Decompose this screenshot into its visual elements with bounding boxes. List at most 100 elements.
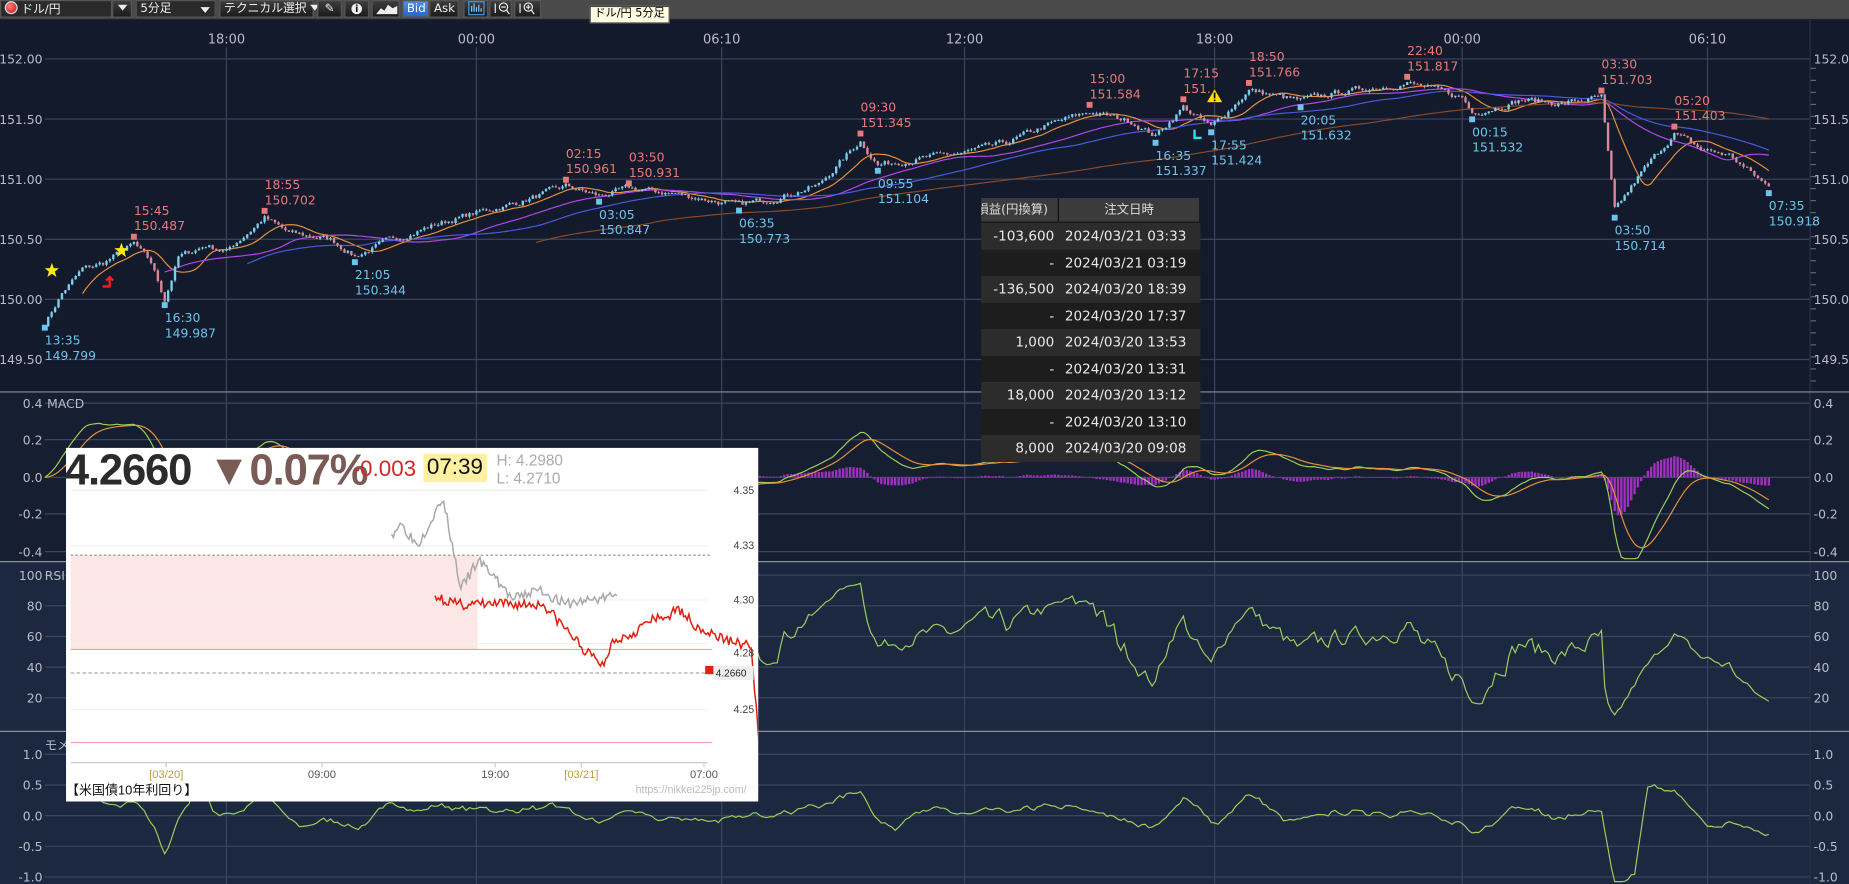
candle [1275,93,1278,95]
macd-histogram-bar [907,477,911,485]
candle [1095,113,1098,116]
macd-histogram-bar [1361,476,1364,478]
candle [50,312,53,317]
column-header-pnl[interactable]: 損益(円換算) [981,198,1059,222]
table-row[interactable]: -2024/03/20 17:37 [981,302,1201,329]
symbol-select[interactable]: ドル/円 [0,0,113,18]
candle [684,194,687,195]
macd-histogram-bar [1112,477,1116,481]
candle [67,284,70,291]
candle [977,146,980,149]
macd-histogram-bar [1616,477,1620,516]
macd-histogram-bar [1640,477,1643,482]
candle [911,163,914,165]
info-button[interactable]: i [344,0,370,18]
candle [1005,141,1008,145]
candle [91,266,94,268]
candle [521,200,524,206]
candle [57,299,60,308]
macd-histogram-bar [817,472,821,478]
table-row[interactable]: 1,000 2024/03/20 13:53 [981,328,1201,356]
candle [670,192,674,194]
candle [1289,96,1292,98]
table-row[interactable]: 8,000 2024/03/20 09:08 [981,434,1201,462]
momentum-axis-label-right: -0.5 [1814,840,1838,854]
macd-histogram-bar [1344,477,1347,479]
candle [734,200,737,202]
source-link[interactable]: https://nikkei225jp.com/ [635,783,747,796]
inset-current-label: 4.2660 [716,669,747,680]
high-time-label: 03:30 [1601,58,1637,72]
candle [883,161,886,165]
candle [1223,116,1227,119]
bar-chart-button[interactable] [463,0,489,18]
table-row[interactable]: -2024/03/21 03:19 [981,249,1201,276]
macd-histogram-bar [1220,477,1223,479]
candle [963,151,966,153]
high-time-label: 15:45 [134,204,170,218]
candle [1126,118,1129,123]
candle [1412,82,1416,84]
candle [350,250,353,256]
table-row[interactable]: -136,500 2024/03/20 18:39 [981,275,1201,303]
candle [1756,175,1760,179]
candle [1767,183,1770,187]
macd-histogram-bar [1633,477,1636,495]
macd-histogram-bar [1388,477,1392,479]
macd-histogram-bar [1164,477,1168,481]
macd-histogram-bar [789,474,793,478]
table-row[interactable]: -2024/03/20 13:31 [981,355,1201,382]
low-marker [41,324,48,331]
candle [1340,93,1344,95]
candle [391,236,395,238]
candle [900,165,904,167]
macd-histogram-bar [1610,477,1613,501]
column-header-order-time[interactable]: 注文日時 [1059,198,1201,222]
candle [793,195,796,197]
technical-select-button[interactable]: テクニカル選択 [219,0,320,18]
macd-histogram-bar [1490,477,1494,482]
timeframe-select[interactable]: 5分足 [135,0,216,18]
moving-average-line [164,88,1769,273]
chart-type-button[interactable] [371,0,400,18]
bid-button[interactable]: Bid [402,0,430,18]
candle [239,240,242,244]
candle [828,176,831,178]
zoom-out-button[interactable] [489,0,512,18]
inset-y-axis-label: 4.25 [733,704,754,716]
candle [664,192,667,195]
candle [1517,100,1520,104]
table-row[interactable]: -103,600 2024/03/21 03:33 [981,222,1201,250]
candle [1433,85,1436,87]
ask-button[interactable]: Ask [429,0,459,18]
macd-histogram-bar [1520,471,1524,478]
candle [1137,125,1140,130]
candle [1057,120,1060,122]
candle [907,164,911,165]
macd-histogram-bar [1749,477,1752,484]
inset-yield-line [434,594,759,743]
macd-histogram-bar [1302,477,1306,482]
candle [1745,166,1749,168]
candle [1395,89,1399,91]
macd-histogram-bar [1669,457,1673,478]
candle [485,209,488,211]
macd-histogram-bar [1133,477,1136,485]
draw-button[interactable]: ✎ [317,0,342,18]
high-price-label: 151. [1183,82,1211,96]
candle [581,188,584,190]
macd-histogram-bar [956,477,959,479]
table-row[interactable]: -2024/03/20 13:10 [981,408,1201,435]
macd-histogram-bar [1630,477,1633,501]
table-row[interactable]: 18,000 2024/03/20 13:12 [981,381,1201,409]
macd-histogram-bar [1271,476,1275,478]
price-axis-label-left: 150.50 [0,233,43,247]
candle [821,180,824,183]
zoom-in-button[interactable] [514,0,542,18]
candle [1530,98,1534,100]
symbol-dropdown-button[interactable] [112,0,133,18]
candle [481,209,485,211]
price-axis-label-left: 149.50 [0,353,43,367]
candle [984,142,987,145]
